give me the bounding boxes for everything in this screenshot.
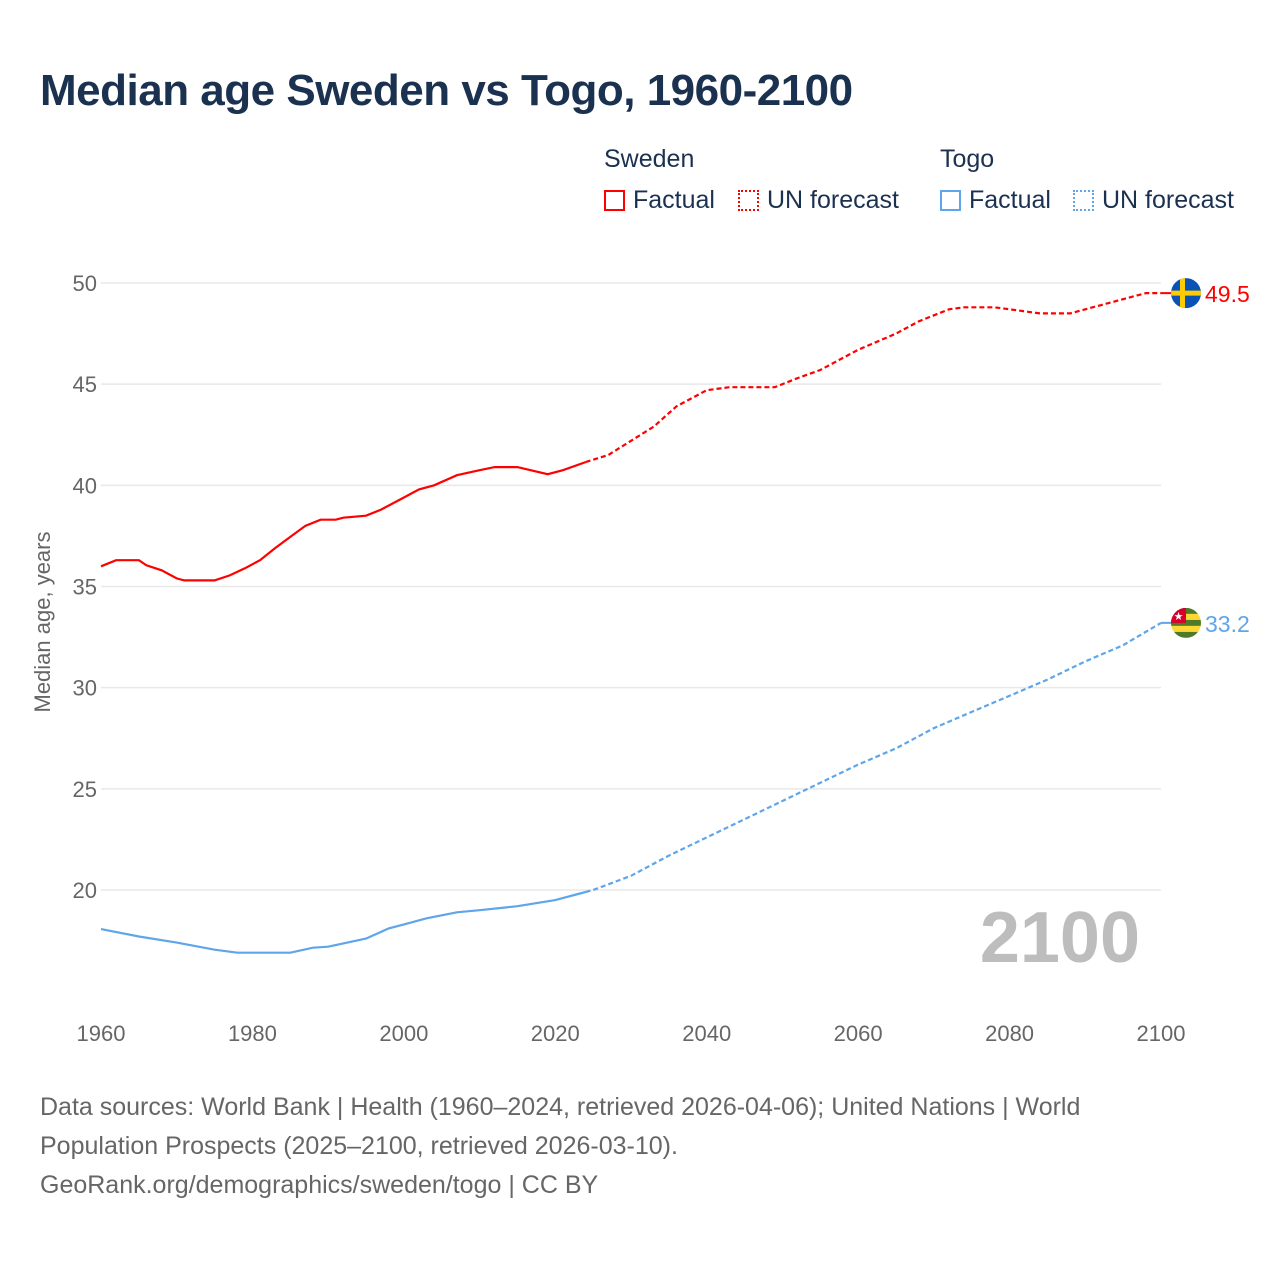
y-tick-label: 45: [73, 372, 97, 397]
flag-stripe: [1171, 631, 1201, 638]
sweden-flag-icon: [1171, 278, 1201, 309]
legend-togo-factual[interactable]: Factual: [940, 186, 1051, 215]
legend-swatch-dotted: [738, 190, 759, 211]
flag-star: ★: [1174, 611, 1184, 623]
data-sources: Data sources: World Bank | Health (1960–…: [40, 1093, 1081, 1160]
togo-end-label: 33.2: [1205, 611, 1250, 637]
x-tick-label: 1960: [77, 1021, 126, 1046]
legend-swatch-solid: [604, 190, 625, 211]
legend-sweden-forecast[interactable]: UN forecast: [738, 186, 899, 215]
credit-link[interactable]: GeoRank.org/demographics/sweden/togo | C…: [40, 1171, 599, 1199]
x-tick-label: 1980: [228, 1021, 277, 1046]
legend-togo-forecast[interactable]: UN forecast: [1073, 186, 1234, 215]
y-tick-label: 30: [73, 676, 97, 701]
flag-stripe: [1171, 625, 1201, 632]
legend-sweden-factual[interactable]: Factual: [604, 186, 715, 215]
legend-swatch-dotted: [1073, 190, 1094, 211]
y-tick-label: 20: [73, 878, 97, 903]
sweden-end-label: 49.5: [1205, 281, 1250, 307]
togo-forecast-line: [585, 621, 1162, 894]
togo-factual-line: [100, 890, 586, 954]
legend-label: Factual: [969, 186, 1051, 214]
y-axis-label: Median age, years: [30, 532, 55, 713]
x-tick-label: 2100: [1137, 1021, 1186, 1046]
legend-label: Factual: [633, 186, 715, 214]
legend-label: UN forecast: [1102, 186, 1234, 214]
togo-flag-icon: ★: [1171, 607, 1201, 638]
y-tick-label: 25: [73, 777, 97, 802]
x-tick-label: 2080: [985, 1021, 1034, 1046]
sweden-factual-line: [100, 461, 586, 582]
legend-label: UN forecast: [767, 186, 899, 214]
year-watermark: 2100: [980, 898, 1140, 978]
x-tick-label: 2040: [682, 1021, 731, 1046]
sweden-forecast-line: [585, 292, 1161, 464]
x-tick-label: 2000: [379, 1021, 428, 1046]
y-tick-label: 50: [73, 271, 97, 296]
legend-group-togo: Togo: [940, 145, 995, 173]
flag-cross-h: [1171, 290, 1201, 296]
x-tick-label: 2060: [834, 1021, 883, 1046]
legend-group-sweden: Sweden: [604, 145, 695, 173]
y-tick-label: 35: [73, 575, 97, 600]
y-tick-label: 40: [73, 473, 97, 498]
x-tick-label: 2020: [531, 1021, 580, 1046]
chart-title: Median age Sweden vs Togo, 1960-2100: [40, 66, 853, 115]
footer: Data sources: World Bank | Health (1960–…: [40, 1088, 1190, 1205]
legend-swatch-solid: [940, 190, 961, 211]
